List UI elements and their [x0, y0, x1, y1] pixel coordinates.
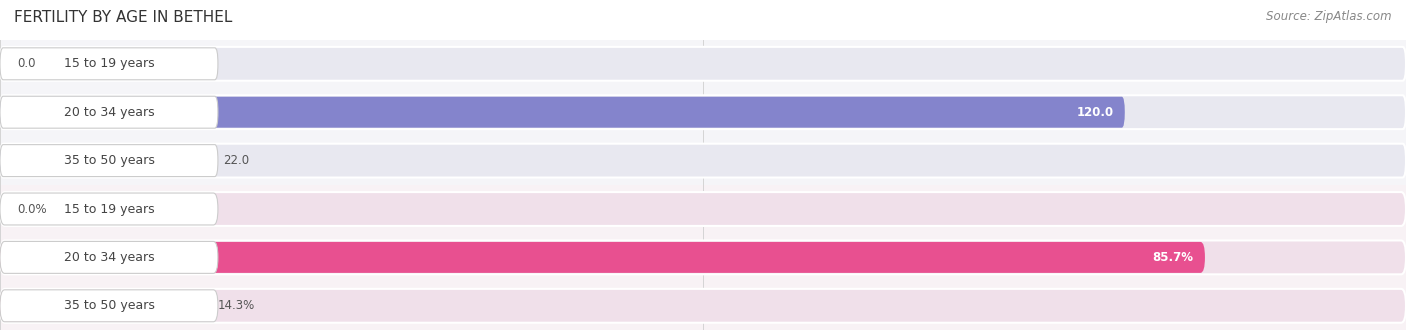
Text: 20 to 34 years: 20 to 34 years [63, 106, 155, 119]
Text: 15 to 19 years: 15 to 19 years [63, 203, 155, 215]
FancyBboxPatch shape [0, 242, 218, 273]
Text: 35 to 50 years: 35 to 50 years [63, 299, 155, 312]
FancyBboxPatch shape [0, 95, 1406, 129]
Text: Source: ZipAtlas.com: Source: ZipAtlas.com [1267, 10, 1392, 23]
FancyBboxPatch shape [0, 48, 218, 80]
FancyBboxPatch shape [0, 241, 1406, 274]
FancyBboxPatch shape [0, 96, 218, 128]
FancyBboxPatch shape [0, 144, 1406, 178]
Text: 15 to 19 years: 15 to 19 years [63, 57, 155, 70]
Text: 0.0%: 0.0% [17, 203, 46, 215]
FancyBboxPatch shape [0, 193, 218, 225]
FancyBboxPatch shape [0, 192, 1406, 226]
FancyBboxPatch shape [0, 242, 1205, 273]
FancyBboxPatch shape [0, 145, 218, 177]
Text: 14.3%: 14.3% [218, 299, 254, 312]
FancyBboxPatch shape [0, 290, 201, 321]
Text: 22.0: 22.0 [224, 154, 249, 167]
Text: 35 to 50 years: 35 to 50 years [63, 154, 155, 167]
FancyBboxPatch shape [0, 145, 207, 176]
Text: 0.0: 0.0 [17, 57, 35, 70]
FancyBboxPatch shape [0, 290, 218, 322]
Text: FERTILITY BY AGE IN BETHEL: FERTILITY BY AGE IN BETHEL [14, 10, 232, 25]
FancyBboxPatch shape [0, 47, 1406, 81]
Text: 120.0: 120.0 [1077, 106, 1114, 119]
FancyBboxPatch shape [0, 97, 1125, 128]
Text: 85.7%: 85.7% [1153, 251, 1194, 264]
FancyBboxPatch shape [0, 289, 1406, 323]
Text: 20 to 34 years: 20 to 34 years [63, 251, 155, 264]
